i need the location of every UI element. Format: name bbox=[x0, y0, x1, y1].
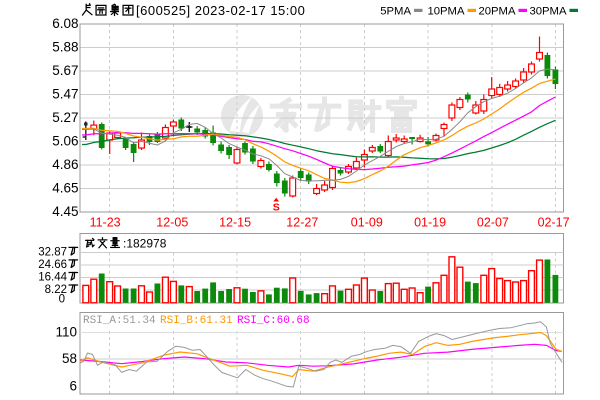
svg-text:5.47: 5.47 bbox=[52, 86, 78, 101]
svg-text:4.65: 4.65 bbox=[52, 180, 78, 195]
svg-text:5.27: 5.27 bbox=[52, 110, 78, 125]
svg-text:[600525] 2023-02-17 15:00: [600525] 2023-02-17 15:00 bbox=[136, 3, 305, 18]
svg-text:32.87: 32.87 bbox=[38, 246, 67, 258]
svg-text:4.86: 4.86 bbox=[52, 157, 78, 172]
svg-text:5.88: 5.88 bbox=[52, 39, 78, 54]
svg-text:RSI_C:60.68: RSI_C:60.68 bbox=[237, 315, 310, 327]
svg-text:12-15: 12-15 bbox=[219, 216, 251, 230]
svg-text:0: 0 bbox=[59, 293, 65, 305]
svg-text:02-07: 02-07 bbox=[477, 216, 509, 230]
svg-text::182978: :182978 bbox=[123, 237, 167, 251]
svg-text:4.45: 4.45 bbox=[52, 204, 78, 219]
svg-text:12-05: 12-05 bbox=[156, 216, 188, 230]
svg-text:5.67: 5.67 bbox=[52, 63, 78, 78]
svg-text:30PMA: 30PMA bbox=[529, 5, 567, 17]
svg-text:16.44: 16.44 bbox=[38, 271, 67, 283]
svg-text:10PMA: 10PMA bbox=[427, 5, 465, 17]
svg-text:S: S bbox=[273, 202, 280, 214]
svg-text:5PMA: 5PMA bbox=[380, 5, 411, 17]
svg-text:RSI_B:61.31: RSI_B:61.31 bbox=[160, 315, 233, 327]
svg-text:20PMA: 20PMA bbox=[478, 5, 516, 17]
svg-text:58: 58 bbox=[62, 351, 77, 366]
svg-text:6.08: 6.08 bbox=[52, 16, 78, 31]
svg-text:01-09: 01-09 bbox=[351, 216, 383, 230]
svg-text:02-17: 02-17 bbox=[538, 216, 570, 230]
svg-text:8.22: 8.22 bbox=[45, 284, 67, 296]
svg-text:24.66: 24.66 bbox=[38, 259, 67, 271]
svg-text:RSI_A:51.34: RSI_A:51.34 bbox=[83, 315, 156, 327]
svg-text:5.06: 5.06 bbox=[52, 133, 78, 148]
svg-text:12-27: 12-27 bbox=[286, 216, 318, 230]
svg-text:110: 110 bbox=[55, 325, 77, 340]
svg-text:01-19: 01-19 bbox=[414, 216, 446, 230]
svg-text:11-23: 11-23 bbox=[90, 216, 121, 230]
svg-text:6: 6 bbox=[69, 379, 77, 394]
